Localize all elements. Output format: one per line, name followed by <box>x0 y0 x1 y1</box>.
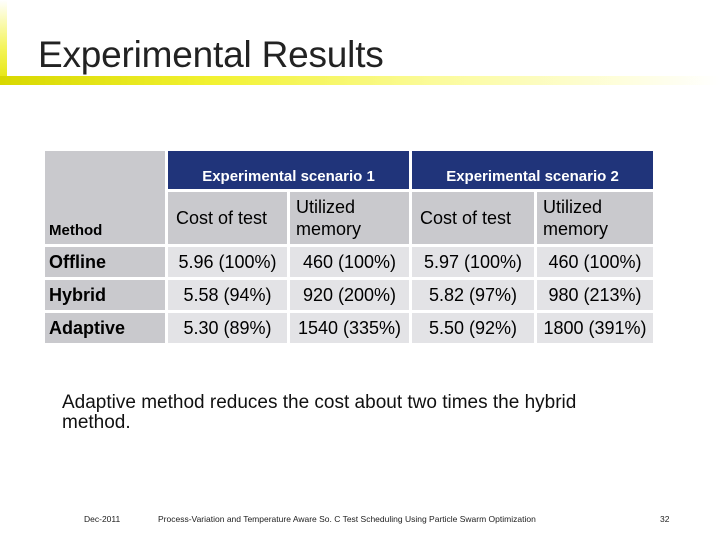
scenario-1-cost-value: 5.58 (94%) <box>168 280 287 310</box>
title-accent-bar-vertical <box>0 0 7 80</box>
row-method-label: Adaptive <box>45 313 165 343</box>
scenario-2-cost-value: 5.50 (92%) <box>412 313 534 343</box>
scenario-2-memory-header: Utilized memory <box>537 192 653 244</box>
scenario-1-memory-header: Utilized memory <box>290 192 409 244</box>
scenario-1-cost-value: 5.96 (100%) <box>168 247 287 277</box>
scenario-1-memory-value: 460 (100%) <box>290 247 409 277</box>
results-table: Method Experimental scenario 1 Experimen… <box>42 148 656 346</box>
footer-date: Dec-2011 <box>84 514 121 524</box>
scenario-1-cost-value: 5.30 (89%) <box>168 313 287 343</box>
row-method-label: Offline <box>45 247 165 277</box>
memory-header-line-2: memory <box>543 219 609 239</box>
table-header-row: Method Experimental scenario 1 Experimen… <box>45 151 653 244</box>
scenario-1-memory-value: 920 (200%) <box>290 280 409 310</box>
scenario-1-header: Experimental scenario 1 <box>168 151 409 189</box>
page-number: 32 <box>660 514 670 524</box>
footer-caption: Process-Variation and Temperature Aware … <box>158 514 536 524</box>
slide-title: Experimental Results <box>38 34 384 75</box>
scenario-1-memory-value: 1540 (335%) <box>290 313 409 343</box>
scenario-2-memory-value: 460 (100%) <box>537 247 653 277</box>
memory-header-line-2: memory <box>296 219 362 239</box>
scenario-2-header: Experimental scenario 2 <box>412 151 653 189</box>
row-method-label: Hybrid <box>45 280 165 310</box>
memory-header-line-1: Utilized <box>543 197 603 217</box>
scenario-2-cost-value: 5.82 (97%) <box>412 280 534 310</box>
conclusion-text: Adaptive method reduces the cost about t… <box>62 392 577 433</box>
scenario-2-memory-value: 980 (213%) <box>537 280 653 310</box>
table-subheader-row: Cost of test Utilized memory Cost of tes… <box>45 192 653 244</box>
title-accent-bar-horizontal <box>0 76 720 85</box>
scenario-2-cost-header: Cost of test <box>412 192 534 244</box>
scenario-2-cost-value: 5.97 (100%) <box>412 247 534 277</box>
method-column-header: Method <box>45 151 165 244</box>
table-row: Adaptive 5.30 (89%) 1540 (335%) 5.50 (92… <box>45 313 653 343</box>
scenario-2-memory-value: 1800 (391%) <box>537 313 653 343</box>
scenario-1-cost-header: Cost of test <box>168 192 287 244</box>
table-row: Offline 5.96 (100%) 460 (100%) 5.97 (100… <box>45 247 653 277</box>
table-row: Hybrid 5.58 (94%) 920 (200%) 5.82 (97%) … <box>45 280 653 310</box>
memory-header-line-1: Utilized <box>296 197 356 217</box>
